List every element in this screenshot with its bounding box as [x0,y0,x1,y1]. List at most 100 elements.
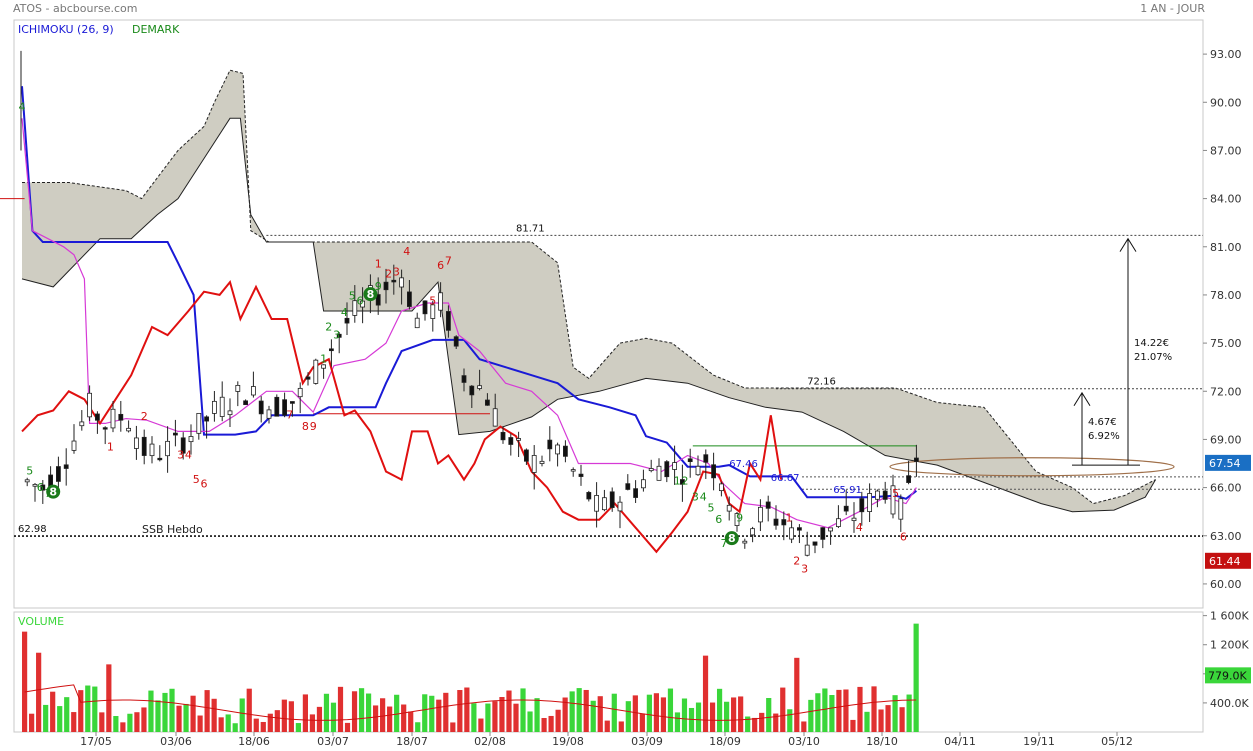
candle-body-34 [289,401,295,404]
demark-count-8: 4 [185,449,192,462]
volume-bar-13 [113,716,119,732]
candle-body-1 [32,483,38,487]
volume-bar-21 [169,688,175,732]
line-value-label-2: 65.91 [833,485,862,496]
volume-bar-7 [71,712,77,732]
candle-body-27 [235,384,241,392]
candle-body-89 [719,483,724,492]
candle-body-50 [414,317,420,329]
demark-circle-4 [46,484,61,499]
demark-count-14: 1 [320,352,327,365]
volume-legend: VOLUME [18,615,64,628]
volume-bar-34 [260,721,266,732]
candle-body-111 [890,485,896,515]
volume-bar-58 [429,695,435,732]
volume-bar-80 [583,689,589,732]
candle-body-109 [875,490,880,500]
axes: 93.00 90.00 87.00 84.00 81.00 78.00 75.00 72.00… [80,48,1251,748]
candle-body-13 [126,427,131,432]
volume-bar-104 [752,717,758,732]
demark-count-22: 1 [375,258,382,271]
volume-bar-92 [667,688,674,732]
senkou-span-b [21,117,1157,513]
price-frame [13,19,1204,609]
volume-bar-120 [864,711,870,732]
volume-bar-66 [485,703,491,732]
candle-body-100 [804,544,810,556]
candle-body-53 [438,292,444,311]
candle-body-12 [118,413,124,421]
candle-body-40 [336,333,342,338]
candle-body-28 [243,400,249,406]
candle-body-65 [531,455,537,473]
volume-bar-11 [99,712,105,732]
line-value-label-1: 66.67 [771,473,800,484]
candle-body-67 [547,439,553,450]
candle-body-43 [360,300,366,308]
candle-body-90 [726,504,732,512]
volume-bar-89 [646,694,652,732]
candle-body-47 [391,279,397,283]
x-tick-label-11: 04/11 [944,735,976,748]
volume-bar-60 [443,692,449,732]
candle-body-41 [344,317,350,324]
indicator-lines: 67.46 66.67 65.91 [21,86,918,554]
volume-tick-label-1: 1 200K [1210,639,1249,652]
demark-count-17: 4 [341,306,348,319]
price-tick-label-6: 75.00 [1210,337,1242,350]
price-tick-label-7: 72.00 [1210,385,1242,398]
candle-body-86 [695,465,701,476]
candle-body-20 [180,437,186,454]
candle-body-63 [516,438,521,441]
volume-bar-70 [513,703,519,732]
candle-body-98 [789,527,794,540]
candle-body-32 [274,396,280,417]
candle-body-93 [750,528,755,536]
candle-body-103 [828,527,833,532]
volume-bar-83 [604,720,610,732]
candle-body-102 [820,527,826,540]
candle-body-108 [867,493,872,512]
candle-body-5 [63,464,69,469]
candle-body-97 [781,519,787,526]
volume-bar-98 [709,702,716,732]
x-tick-label-6: 19/08 [552,735,584,748]
demark-legend: DEMARK [132,23,180,36]
price-tick-label-11: 60.00 [1210,578,1242,591]
volume-bar-123 [885,705,891,732]
volume-bar-43 [323,693,330,732]
volume-bar-54 [401,704,407,732]
candle-body-38 [321,364,327,369]
candle-body-22 [196,412,202,434]
candle-body-76 [617,501,623,512]
candle-body-21 [188,436,194,443]
volume-bar-119 [857,686,863,732]
volume-bar-23 [183,703,189,732]
volume-bar-27 [211,698,217,732]
volume-bar-124 [892,695,898,732]
volume-bar-99 [716,688,723,732]
volume-bar-15 [127,713,133,732]
x-tick-label-7: 03/09 [631,735,663,748]
demark-count-43: 6 [900,531,907,544]
candle-body-91 [734,513,740,526]
target-arrowhead-1 [1119,237,1137,252]
volume-bar-62 [457,690,463,732]
demark-count-39: 2 [793,555,800,568]
candle-body-25 [219,396,225,417]
candle-body-19 [172,432,178,436]
candle-body-4 [56,466,61,482]
candle-body-30 [258,400,264,415]
candle-body-94 [758,506,763,523]
volume-bar-113 [815,693,821,732]
demark-count-1: 5 [26,465,33,478]
volume-bar-79 [576,688,582,732]
demark-count-5: 1 [107,441,114,454]
demark-circle-20 [363,287,378,302]
volume-bar-20 [162,692,168,732]
annotation-1-line-1: 6.92% [1088,431,1120,442]
candle-body-8 [87,392,92,418]
volume-bar-46 [344,722,351,732]
candle-body-16 [149,443,155,457]
